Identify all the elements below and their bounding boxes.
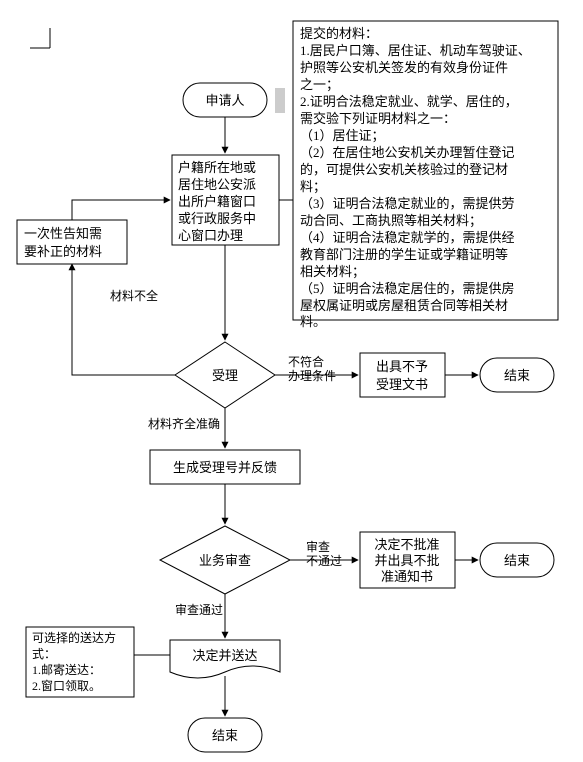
- edge-pass-label: 审查通过: [175, 602, 223, 617]
- materials-l12: 教育部门注册的学生证或学籍证明等: [300, 247, 508, 262]
- materials-l7: 的，可提供公安机关核验过的登记材: [300, 162, 508, 177]
- end1-node: 结束: [480, 358, 554, 392]
- disapprove-node: 决定不批准 并出具不批 准通知书: [360, 532, 455, 588]
- edge-incomplete-label: 材料不全: [110, 288, 158, 303]
- delivery-l0: 可选择的送达方: [32, 630, 116, 645]
- gen-label: 生成受理号并反馈: [173, 460, 277, 475]
- start-node: 申请人: [183, 83, 267, 117]
- office-node: 户籍所在地或 居住地公安派 出所户籍窗口 或行政服务中 心窗口办理: [172, 155, 279, 245]
- materials-note: 提交的材料： 1.居民户口簿、居住证、机动车驾驶证、 护照等公安机关签发的有效身…: [293, 21, 558, 329]
- office-l0: 户籍所在地或: [178, 160, 256, 175]
- materials-title: 提交的材料：: [300, 26, 378, 41]
- delivery-l3: 2.窗口领取。: [32, 679, 101, 693]
- supplement-node: 一次性告知需 要补正的材料: [17, 220, 127, 264]
- reject-l1: 受理文书: [376, 377, 428, 392]
- reject-l0: 出具不予: [376, 359, 428, 374]
- materials-l13: 相关材料；: [300, 264, 365, 280]
- corner-mark: [30, 28, 50, 48]
- edge-supplement-office: [72, 200, 170, 220]
- delivery-note: 可选择的送达方 式： 1.邮寄送达： 2.窗口领取。: [26, 627, 134, 697]
- gen-node: 生成受理号并反馈: [150, 450, 300, 484]
- edge-rf-l1: 审查: [306, 539, 330, 554]
- materials-l5: （1）居住证；: [300, 128, 385, 144]
- materials-l3: 2.证明合法稳定就业、就学、居住的，: [300, 94, 518, 109]
- edge-rf-l2: 不通过: [306, 554, 342, 568]
- materials-l1: 护照等公安机关签发的有效身份证件: [300, 60, 508, 75]
- materials-l14: （5）证明合法稳定居住的，需提供房: [300, 281, 515, 296]
- edge-complete-label: 材料齐全准确: [148, 416, 220, 431]
- accept-label: 受理: [212, 368, 238, 383]
- disapprove-l1: 并出具不批: [374, 553, 439, 568]
- delivery-l1: 式：: [32, 647, 56, 661]
- materials-l8: 料；: [300, 179, 326, 195]
- office-l4: 心窗口办理: [178, 228, 243, 243]
- bar-icon: [275, 88, 285, 113]
- start-label: 申请人: [205, 93, 244, 108]
- end3-node: 结束: [188, 718, 262, 752]
- materials-l11: （4）证明合法稳定就学的，需提供经: [300, 230, 515, 245]
- materials-l2: 之一；: [300, 77, 339, 93]
- end2-node: 结束: [480, 543, 554, 577]
- end1-label: 结束: [504, 368, 530, 383]
- edge-accept-supplement: [72, 264, 175, 375]
- disapprove-l0: 决定不批准: [374, 537, 439, 552]
- office-l2: 出所户籍窗口: [178, 194, 256, 209]
- review-node: 业务审查: [160, 526, 290, 594]
- materials-l4: 需交验下列证明材料之一：: [300, 111, 456, 126]
- disapprove-l2: 准通知书: [381, 569, 433, 584]
- delivery-l2: 1.邮寄送达：: [32, 662, 101, 677]
- accept-node: 受理: [175, 342, 275, 408]
- materials-l6: （2）在居住地公安机关办理暂住登记: [300, 145, 515, 160]
- decide-label: 决定并送达: [192, 648, 257, 663]
- end3-label: 结束: [212, 728, 238, 743]
- materials-l10: 动合同、工商执照等相关材料；: [300, 213, 482, 229]
- end2-label: 结束: [504, 553, 530, 568]
- materials-l16: 料。: [300, 314, 326, 329]
- reject-node: 出具不予 受理文书: [360, 353, 445, 397]
- decide-node: 决定并送达: [170, 640, 280, 678]
- supplement-l1: 要补正的材料: [24, 244, 102, 259]
- review-label: 业务审查: [199, 553, 251, 568]
- materials-l0: 1.居民户口簿、居住证、机动车驾驶证、: [300, 43, 531, 58]
- materials-l9: （3）证明合法稳定就业的，需提供劳: [300, 196, 515, 211]
- supplement-l0: 一次性告知需: [24, 226, 102, 241]
- edge-nq-l2: 办理条件: [288, 368, 336, 383]
- edge-nq-l1: 不符合: [288, 354, 324, 369]
- materials-l15: 屋权属证明或房屋租赁合同等相关材: [300, 298, 508, 313]
- office-l3: 或行政服务中: [178, 211, 256, 226]
- office-l1: 居住地公安派: [178, 177, 256, 192]
